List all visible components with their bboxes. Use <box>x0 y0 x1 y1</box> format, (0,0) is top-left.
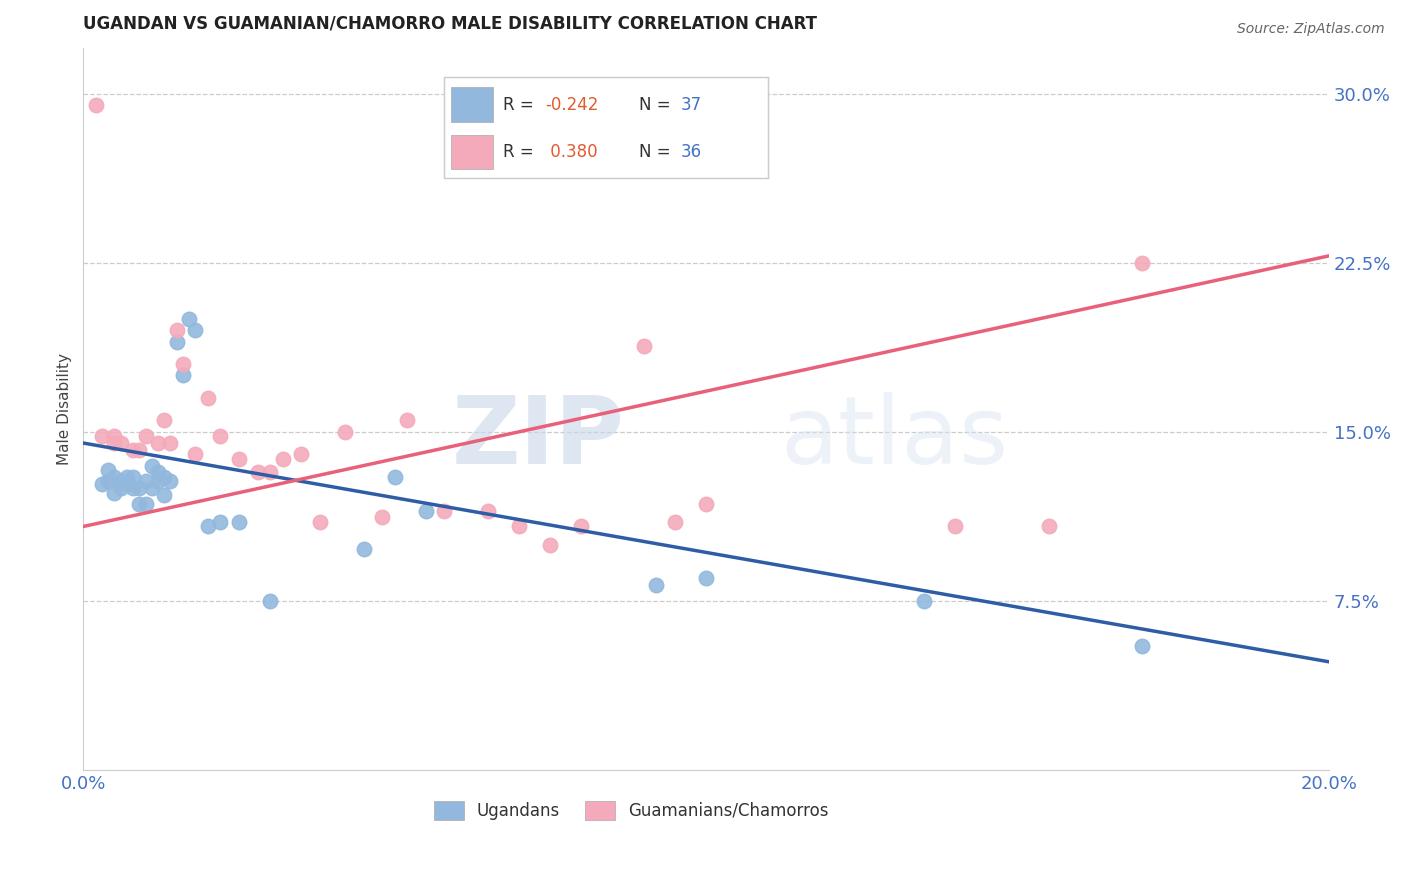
Point <box>159 475 181 489</box>
Point <box>259 594 281 608</box>
Point <box>97 463 120 477</box>
Point <box>146 436 169 450</box>
Legend: Ugandans, Guamanians/Chamorros: Ugandans, Guamanians/Chamorros <box>427 794 835 827</box>
Text: ZIP: ZIP <box>453 392 626 484</box>
Point <box>110 481 132 495</box>
Point <box>103 436 125 450</box>
Point <box>477 504 499 518</box>
Point <box>179 312 201 326</box>
Point <box>197 519 219 533</box>
Point <box>396 413 419 427</box>
Point <box>1130 639 1153 653</box>
Point <box>209 429 232 443</box>
Point <box>91 429 114 443</box>
Point <box>384 470 406 484</box>
Point <box>135 429 157 443</box>
Point <box>135 497 157 511</box>
Point <box>122 442 145 457</box>
Point <box>943 519 966 533</box>
Point <box>146 466 169 480</box>
Point <box>633 339 655 353</box>
Point <box>508 519 530 533</box>
Point <box>128 497 150 511</box>
Point <box>695 571 717 585</box>
Point <box>309 515 332 529</box>
Point <box>172 357 194 371</box>
Point <box>246 466 269 480</box>
Point <box>259 466 281 480</box>
Point <box>571 519 593 533</box>
Point <box>122 470 145 484</box>
Point <box>97 475 120 489</box>
Point <box>91 476 114 491</box>
Point <box>153 413 176 427</box>
Point <box>166 334 188 349</box>
Point <box>912 594 935 608</box>
Point <box>103 485 125 500</box>
Point <box>1130 255 1153 269</box>
Point <box>153 488 176 502</box>
Point <box>645 578 668 592</box>
Point <box>209 515 232 529</box>
Point <box>103 470 125 484</box>
Point <box>115 476 138 491</box>
Point <box>84 98 107 112</box>
Point <box>371 510 394 524</box>
Point <box>664 515 686 529</box>
Point <box>141 481 163 495</box>
Point <box>197 391 219 405</box>
Y-axis label: Male Disability: Male Disability <box>58 353 72 466</box>
Point <box>415 504 437 518</box>
Point <box>538 537 561 551</box>
Point <box>141 458 163 473</box>
Point <box>353 541 375 556</box>
Text: atlas: atlas <box>780 392 1010 484</box>
Point <box>290 447 312 461</box>
Point <box>115 470 138 484</box>
Point <box>159 436 181 450</box>
Point <box>433 504 456 518</box>
Point <box>695 497 717 511</box>
Point <box>110 436 132 450</box>
Point <box>228 451 250 466</box>
Point <box>135 475 157 489</box>
Point <box>110 475 132 489</box>
Text: UGANDAN VS GUAMANIAN/CHAMORRO MALE DISABILITY CORRELATION CHART: UGANDAN VS GUAMANIAN/CHAMORRO MALE DISAB… <box>83 15 817 33</box>
Point <box>333 425 356 439</box>
Point <box>128 442 150 457</box>
Point <box>184 447 207 461</box>
Point <box>228 515 250 529</box>
Point <box>128 481 150 495</box>
Point <box>271 451 294 466</box>
Point <box>166 323 188 337</box>
Text: Source: ZipAtlas.com: Source: ZipAtlas.com <box>1237 22 1385 37</box>
Point <box>153 470 176 484</box>
Point <box>146 475 169 489</box>
Point <box>184 323 207 337</box>
Point <box>172 368 194 383</box>
Point <box>1038 519 1060 533</box>
Point <box>103 429 125 443</box>
Point <box>122 481 145 495</box>
